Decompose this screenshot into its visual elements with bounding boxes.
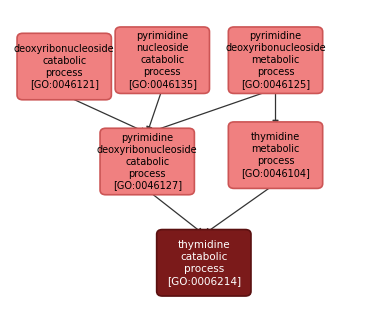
FancyBboxPatch shape [115,27,209,93]
FancyBboxPatch shape [157,230,251,296]
Text: thymidine
catabolic
process
[GO:0006214]: thymidine catabolic process [GO:0006214] [167,240,241,286]
Text: deoxyribonucleoside
catabolic
process
[GO:0046121]: deoxyribonucleoside catabolic process [G… [14,44,114,89]
Text: thymidine
metabolic
process
[GO:0046104]: thymidine metabolic process [GO:0046104] [241,132,310,178]
Text: pyrimidine
deoxyribonucleoside
catabolic
process
[GO:0046127]: pyrimidine deoxyribonucleoside catabolic… [97,132,198,191]
Text: pyrimidine
nucleoside
catabolic
process
[GO:0046135]: pyrimidine nucleoside catabolic process … [128,31,197,89]
FancyBboxPatch shape [228,122,323,188]
Text: pyrimidine
deoxyribonucleoside
metabolic
process
[GO:0046125]: pyrimidine deoxyribonucleoside metabolic… [225,31,326,89]
FancyBboxPatch shape [228,27,323,93]
FancyBboxPatch shape [17,33,111,100]
FancyBboxPatch shape [100,128,194,195]
